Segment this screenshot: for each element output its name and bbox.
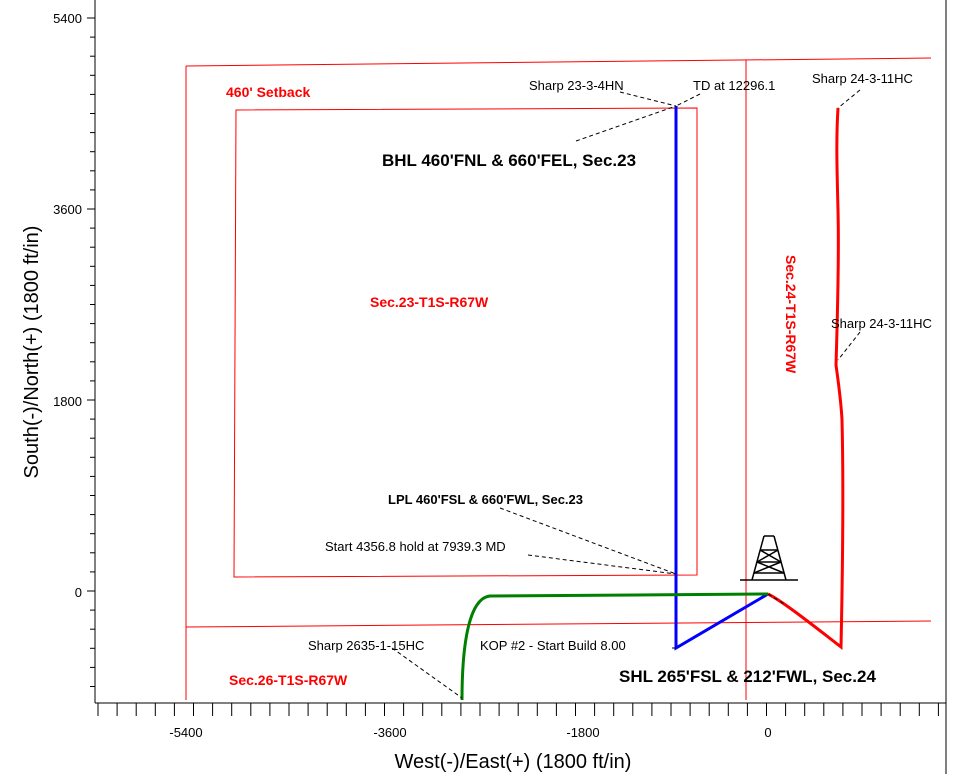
leader-sharp-23-3-4hn <box>619 91 677 107</box>
sharp-23-3-4hn-label: Sharp 23-3-4HN <box>529 78 624 93</box>
green-wellbore-sharp-2635-1-15hc <box>460 592 769 701</box>
leader-sharp-24-top <box>837 89 861 109</box>
red-wellbore-sharp-24-3-11hc <box>767 107 845 651</box>
lpl-label: LPL 460'FSL & 660'FWL, Sec.23 <box>388 492 583 507</box>
sharp-24-3-11hc-top-label: Sharp 24-3-11HC <box>812 71 913 86</box>
sec26-label: Sec.26-T1S-R67W <box>229 672 348 688</box>
blue-wellbore-sharp-23-3-4hn <box>674 106 769 651</box>
leader-sharp-2635 <box>391 647 463 699</box>
x-minor-ticks <box>97 703 939 716</box>
section-line-north <box>185 57 932 67</box>
y-tick-label: 5400 <box>53 11 82 26</box>
bhl-label: BHL 460'FNL & 660'FEL, Sec.23 <box>382 151 636 170</box>
kop-label: KOP #2 - Start Build 8.00 <box>480 638 626 653</box>
x-tick-label: -5400 <box>169 725 202 740</box>
leader-start-hold <box>527 554 677 575</box>
y-tick-label: 0 <box>75 585 82 600</box>
sec23-label: Sec.23-T1S-R67W <box>370 294 489 310</box>
x-tick-label: 0 <box>764 725 771 740</box>
leader-td <box>675 93 701 107</box>
y-minor-ticks <box>87 17 95 687</box>
y-axis <box>87 0 96 703</box>
sec24-label: Sec.24-T1S-R67W <box>783 255 799 374</box>
sharp-24-3-11hc-mid-label: Sharp 24-3-11HC <box>831 316 932 331</box>
y-tick-label: 3600 <box>53 202 82 217</box>
x-tick-label: -3600 <box>373 725 406 740</box>
setback-box <box>233 107 698 578</box>
leader-lpl <box>499 507 677 575</box>
x-tick-label: -1800 <box>566 725 599 740</box>
leader-shl <box>767 593 787 606</box>
leader-bhl <box>575 105 677 142</box>
x-axis-title: West(-)/East(+) (1800 ft/in) <box>395 751 632 773</box>
setback-label: 460' Setback <box>226 84 310 100</box>
y-tick-label: 1800 <box>53 394 82 409</box>
rig-icon <box>740 535 798 581</box>
x-axis <box>95 702 946 716</box>
td-label: TD at 12296.1 <box>693 78 775 93</box>
leader-lines <box>391 89 861 699</box>
start-hold-label: Start 4356.8 hold at 7939.3 MD <box>325 539 506 554</box>
section-lines <box>185 57 932 700</box>
sharp-2635-label: Sharp 2635-1-15HC <box>308 638 424 653</box>
leader-sharp-24-mid <box>837 331 861 361</box>
y-axis-title: South(-)/North(+) (1800 ft/in) <box>21 226 43 479</box>
section-line-south <box>185 620 932 628</box>
shl-label: SHL 265'FSL & 212'FWL, Sec.24 <box>619 667 876 686</box>
